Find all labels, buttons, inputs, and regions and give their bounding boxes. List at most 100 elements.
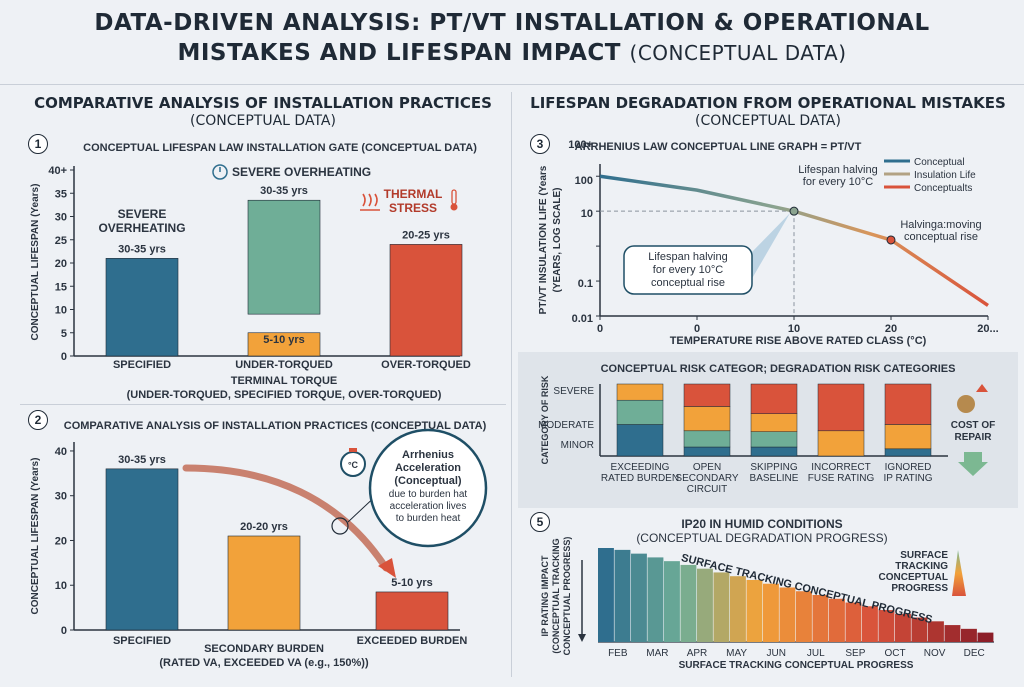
chart5-bar-4: [664, 561, 680, 642]
chart4-bar-3-seg-1: [817, 383, 865, 432]
chart4-bar-1-seg-0: [683, 446, 731, 457]
panel-number-3: 3: [530, 134, 550, 154]
chart-ip20-progress: IP20 IN HUMID CONDITIONS(CONCEPTUAL DEGR…: [540, 517, 994, 671]
chart1-ytick-label-4: 20: [55, 258, 67, 270]
chart1-xtick-1: UNDER-TORQUED: [235, 359, 333, 371]
right-column-subheading: (CONCEPTUAL DATA): [695, 113, 841, 129]
chart1-thermal-0: THERMAL: [384, 187, 443, 201]
chart2-ytick-label-1: 10: [55, 580, 67, 592]
chart1-ytick-label-8: 40+: [48, 165, 67, 177]
left-column-title: COMPARATIVE ANALYSIS OF INSTALLATION PRA…: [20, 94, 506, 130]
chart5-bar-20: [928, 621, 944, 642]
chart1-thermal-1: STRESS: [389, 201, 437, 215]
chart5-bar-17: [878, 610, 895, 642]
chart3-annot-2-1: conceptual rise: [904, 231, 978, 243]
chart2-callout-0: Arrhenius: [402, 449, 454, 461]
chart3-legend-label-2: Conceptualts: [914, 183, 972, 194]
chart5-legend-wedge: [952, 550, 966, 596]
chart3-callout-beam: [750, 213, 790, 282]
chart4-xtick-4-0: IGNORED: [885, 462, 932, 473]
chart5-bar-23: [977, 632, 994, 642]
chart1-ytick-label-2: 10: [55, 305, 67, 317]
chart2-bar-label-1: 20-20 yrs: [240, 521, 288, 533]
column-divider: [511, 92, 512, 677]
chart1-bar-1-seg-1: [247, 199, 321, 315]
chart2-xlabel-sub: (RATED VA, EXCEEDED VA (e.g., 150%)): [159, 657, 369, 669]
chart2-bar-label-2: 5-10 yrs: [391, 577, 433, 589]
chart3-ylabel-0: PT/VT INSULATION LIFE (Years: [538, 165, 549, 314]
chart4-ylabel: CATEGORY OF RISK: [540, 375, 550, 464]
chart3-ytick-label-3: 0.1: [578, 278, 593, 290]
chart3-xtick-label-0: 0: [597, 323, 603, 335]
chart5-bar-3: [647, 557, 664, 642]
chart3-title: ARRHENIUS LAW CONCEPTUAL LINE GRAPH = PT…: [575, 141, 862, 153]
chart3-xlabel: TEMPERATURE RISE ABOVE RATED CLASS (°C): [670, 335, 927, 347]
chart5-bar-15: [845, 602, 862, 642]
chart5-ylabel-1: (CONCEPTUAL TRACKING: [551, 538, 561, 653]
chart4-bar-4-seg-1: [884, 424, 932, 450]
header-divider: [0, 84, 1024, 85]
chart4-bar-2-seg-0: [750, 446, 798, 457]
chart5-xtick-4: JUN: [766, 648, 785, 659]
chart2-ylabel: CONCEPTUAL LIFESPAN (Years): [30, 458, 41, 615]
chart1-xlabel-sub: (UNDER-TORQUED, SPECIFIED TORQUE, OVER-T…: [127, 389, 442, 401]
chart1-ytick-label-6: 30: [55, 212, 67, 224]
chart5-xtick-5: JUL: [807, 648, 825, 659]
chart5-ylabel-0: IP RATING IMPACT: [540, 555, 550, 637]
money-bag-icon: [957, 395, 975, 413]
chart5-bar-10: [763, 583, 779, 642]
thermometer-icon: [451, 189, 457, 205]
right-column-title: LIFESPAN DEGRADATION FROM OPERATIONAL MI…: [518, 94, 1018, 130]
chart2-bar-2: [375, 591, 449, 631]
right-column-heading: LIFESPAN DEGRADATION FROM OPERATIONAL MI…: [530, 94, 1006, 112]
chart5-legend-0: SURFACE: [900, 550, 948, 561]
chart-burden-lifespan: COMPARATIVE ANALYSIS OF INSTALLATION PRA…: [30, 420, 488, 669]
chart3-ytick-label-0: 100+: [568, 139, 593, 151]
chart2-xtick-0: SPECIFIED: [113, 635, 171, 647]
chart1-xlabel: TERMINAL TORQUE: [231, 375, 338, 387]
chart4-title: CONCEPTUAL RISK CATEGOR; DEGRADATION RIS…: [601, 363, 956, 375]
chart1-ytick-label-7: 35: [55, 188, 67, 200]
chart1-severe-top: SEVERE OVERHEATING: [232, 165, 371, 179]
chart5-ylabel-2: CONCEPTUAL PROGRESS): [562, 537, 572, 656]
chart5-subtitle: (CONCEPTUAL DEGRADATION PROGRESS): [636, 531, 887, 545]
chart5-bar-1: [614, 549, 631, 642]
chart4-bar-2-seg-2: [750, 413, 798, 432]
panel-number-1: 1: [28, 134, 48, 154]
chart1-xtick-0: SPECIFIED: [113, 359, 171, 371]
chart5-bar-9: [746, 579, 763, 642]
chart2-ytick-label-0: 0: [61, 625, 67, 637]
chart3-legend-label-1: Insulation Life: [914, 170, 976, 181]
chart2-ytick-label-3: 30: [55, 491, 67, 503]
chart5-bar-22: [961, 628, 977, 642]
chart5-bar-11: [779, 587, 796, 642]
chart5-xtick-3: MAY: [726, 648, 747, 659]
chart4-xtick-3-1: FUSE RATING: [808, 473, 875, 484]
chart4-xtick-2-0: SKIPPING: [750, 462, 797, 473]
chart2-ytick-label-2: 20: [55, 535, 67, 547]
chart1-severe-left-0: SEVERE: [118, 207, 167, 221]
thermometer-bulb-icon: [450, 203, 458, 211]
chart4-ytick-0: MINOR: [561, 440, 594, 451]
chart2-callout-4: acceleration lives: [390, 501, 467, 512]
chart4-bar-0-seg-2: [616, 383, 664, 401]
chart5-bar-16: [862, 606, 878, 642]
chart5-bar-0: [598, 548, 614, 642]
chart4-xtick-1-0: OPEN: [693, 462, 721, 473]
chart4-bar-1-seg-3: [683, 383, 731, 407]
chart4-bar-0-seg-1: [616, 399, 664, 425]
chart1-bar-label-1: 30-35 yrs: [260, 185, 308, 197]
chart5-title: IP20 IN HUMID CONDITIONS: [681, 517, 842, 531]
chart4-bar-2-seg-3: [750, 383, 798, 414]
chart1-bar-1-seg-0: [247, 332, 321, 357]
chart2-callout-1: Acceleration: [395, 462, 461, 474]
chart1-ytick-label-3: 15: [55, 281, 67, 293]
page-title-line2-bold: MISTAKES AND LIFESPAN IMPACT: [177, 40, 622, 66]
page-title-line2: MISTAKES AND LIFESPAN IMPACT (CONCEPTUAL…: [0, 38, 1024, 68]
page-title-line1: DATA-DRIVEN ANALYSIS: PT/VT INSTALLATION…: [94, 10, 930, 36]
chart3-annot-1-1: for every 10°C: [803, 176, 873, 188]
chart1-bar-0-seg-0: [105, 258, 179, 357]
chart3-annot-1-0: Lifespan halving: [798, 164, 878, 176]
chart5-xtick-8: NOV: [924, 648, 946, 659]
chart-arrhenius-line: ARRHENIUS LAW CONCEPTUAL LINE GRAPH = PT…: [538, 139, 999, 347]
